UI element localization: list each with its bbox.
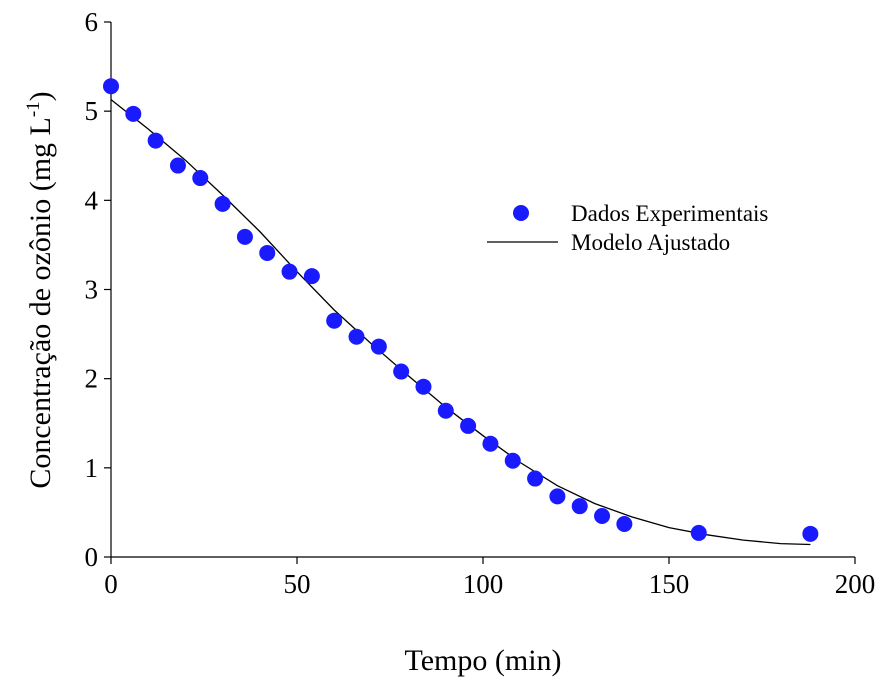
data-point-dados-experimentais: [460, 417, 477, 434]
x-tick-label: 50: [284, 569, 311, 599]
axes: [110, 22, 855, 558]
legend: Dados Experimentais Modelo Ajustado: [487, 201, 768, 255]
line-layer: [110, 99, 811, 546]
data-point-dados-experimentais: [236, 228, 253, 245]
y-tick-label: 5: [85, 96, 99, 126]
data-point-dados-experimentais: [326, 312, 343, 329]
data-point-dados-experimentais: [549, 488, 566, 505]
data-point-dados-experimentais: [303, 268, 320, 285]
data-point-dados-experimentais: [415, 378, 432, 395]
x-tick-label: 200: [835, 569, 876, 599]
data-point-dados-experimentais: [802, 525, 819, 542]
data-point-dados-experimentais: [437, 402, 454, 419]
data-point-dados-experimentais: [690, 524, 707, 541]
y-tick-label: 3: [85, 275, 99, 305]
data-point-dados-experimentais: [594, 507, 611, 524]
x-tick-label: 0: [104, 569, 118, 599]
y-tick-label: 0: [85, 542, 99, 572]
y-axis-title: Concentração de ozônio (mg L-1): [23, 91, 57, 488]
data-point-dados-experimentais: [370, 338, 387, 355]
data-point-dados-experimentais: [527, 470, 544, 487]
data-point-dados-experimentais: [214, 195, 231, 212]
y-axis-title-sup: -1: [23, 101, 44, 117]
data-point-dados-experimentais: [348, 328, 365, 345]
y-tick-label: 2: [85, 364, 99, 394]
y-tick-label: 6: [85, 7, 99, 37]
y-axis-title-close: ): [24, 91, 57, 101]
data-point-dados-experimentais: [192, 170, 209, 187]
data-point-dados-experimentais: [125, 105, 142, 122]
data-point-dados-experimentais: [103, 78, 119, 95]
data-point-dados-experimentais: [571, 498, 588, 515]
x-tick-label: 100: [463, 569, 504, 599]
y-tick-label: 1: [85, 453, 99, 483]
data-point-dados-experimentais: [616, 516, 633, 533]
data-point-dados-experimentais: [281, 263, 298, 280]
data-point-dados-experimentais: [504, 452, 521, 469]
data-point-dados-experimentais: [259, 244, 276, 261]
point-layer: [103, 78, 819, 542]
data-point-dados-experimentais: [393, 363, 410, 380]
y-axis-title-main: Concentração de ozônio (mg L: [24, 117, 57, 489]
data-point-dados-experimentais: [147, 132, 164, 149]
legend-label-dados: Dados Experimentais: [571, 201, 768, 226]
legend-label-modelo: Modelo Ajustado: [571, 230, 730, 255]
ticks: 0 50 100 150 200 0 1 2 3 4 5 6: [85, 7, 876, 599]
x-tick-label: 150: [649, 569, 690, 599]
data-point-dados-experimentais: [169, 157, 186, 174]
legend-marker-dados: [513, 205, 529, 221]
y-tick-label: 4: [85, 185, 99, 215]
x-axis-title: Tempo (min): [404, 644, 561, 677]
data-point-dados-experimentais: [482, 435, 499, 452]
series-line-modelo-ajustado: [110, 99, 811, 546]
